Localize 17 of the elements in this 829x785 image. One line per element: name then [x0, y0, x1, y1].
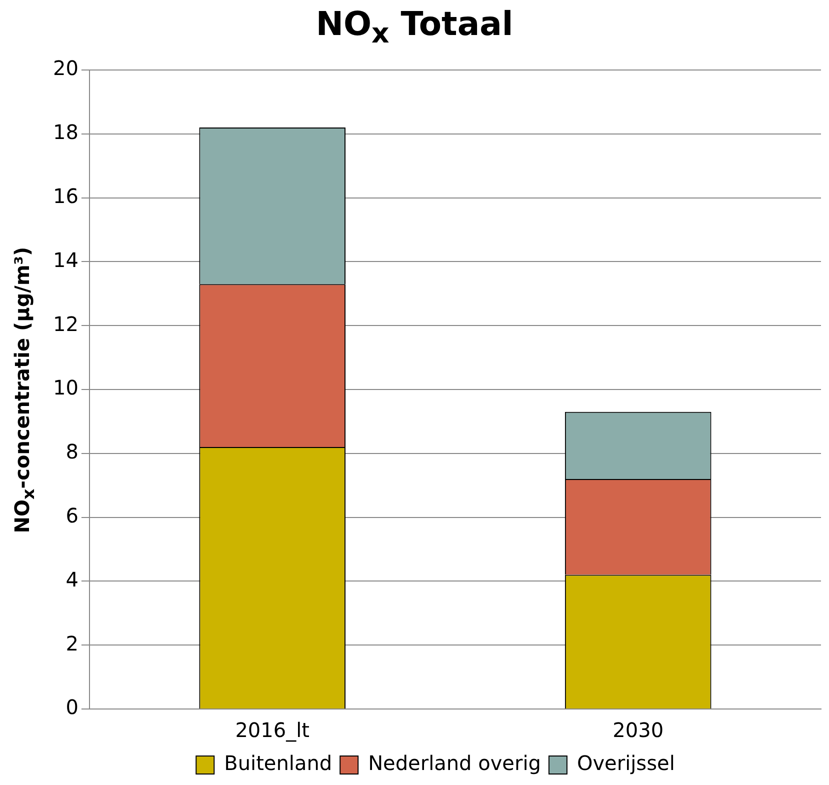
y-tick-label: 16	[52, 184, 78, 208]
y-tick-label: 4	[66, 567, 78, 592]
chart-title: NO$_{x}$ Totaal	[314, 4, 514, 50]
y-tick-label: 12	[52, 312, 78, 336]
legend-label: Buitenland	[224, 751, 332, 776]
x-tick-label: 2016_lt	[235, 718, 310, 742]
y-tick-label: 10	[52, 376, 78, 400]
y-tick-label: 20	[52, 56, 78, 80]
legend-label: Nederland overig	[368, 751, 541, 776]
y-tick-label: 18	[52, 120, 78, 144]
y-tick-label: 2	[66, 631, 78, 656]
x-tick-label: 2030	[612, 718, 664, 742]
y-tick-label: 0	[66, 695, 78, 720]
y-tick-label: 14	[52, 248, 78, 272]
y-tick-label: 6	[66, 504, 78, 528]
legend-label: Overijssel	[576, 751, 675, 776]
y-tick-label: 8	[66, 440, 78, 464]
